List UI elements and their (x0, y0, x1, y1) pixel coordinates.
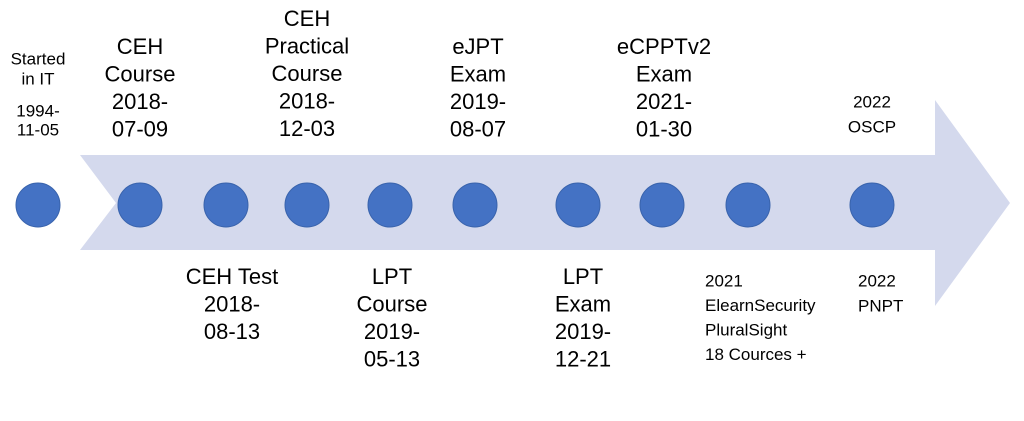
milestone-label: eJPT (452, 34, 503, 59)
milestone-label: Exam (636, 61, 692, 86)
timeline-dot (849, 182, 895, 228)
milestone-label: CEH Test (186, 264, 279, 289)
milestone-label: 05-13 (364, 346, 420, 371)
milestone-label: 07-09 (112, 116, 168, 141)
milestone-date: 11-05 (17, 120, 59, 139)
milestone-label: 2018- (112, 89, 168, 114)
milestone-label: 2019- (364, 319, 420, 344)
milestone-label: CEH (284, 6, 330, 31)
milestone-label: Practical (265, 33, 349, 58)
timeline-dot (367, 182, 413, 228)
timeline-dot (452, 182, 498, 228)
timeline-dot (203, 182, 249, 228)
milestone-label: Exam (555, 291, 611, 316)
timeline-arrow (80, 100, 1010, 306)
timeline-dot (555, 182, 601, 228)
timeline-dot (725, 182, 771, 228)
milestone-label: Started (11, 49, 66, 68)
milestone-label: CEH (117, 34, 163, 59)
milestone-label: 2018- (279, 88, 335, 113)
milestone-label: PNPT (858, 296, 903, 315)
milestone-label: 2019- (450, 89, 506, 114)
milestone-label: Course (272, 61, 343, 86)
milestone-label: eCPPTv2 (617, 34, 711, 59)
milestone-label: 2018- (204, 291, 260, 316)
milestone-label: Course (357, 291, 428, 316)
milestone-label: ElearnSecurity (705, 296, 816, 315)
milestone-label: 2022 (853, 92, 891, 111)
milestone-label: LPT (372, 264, 412, 289)
milestone-label: 2021 (705, 271, 743, 290)
milestone-label: 08-07 (450, 116, 506, 141)
milestone-label: 08-13 (204, 319, 260, 344)
milestone-label: 01-30 (636, 116, 692, 141)
milestone-label: in IT (21, 69, 54, 88)
milestone-label: 2019- (555, 319, 611, 344)
dots (15, 182, 895, 228)
milestone-label: OSCP (848, 117, 896, 136)
milestone-label: 2022 (858, 271, 896, 290)
timeline-dot (284, 182, 330, 228)
milestone-label: 12-21 (555, 346, 611, 371)
timeline-dot (15, 182, 61, 228)
timeline-dot (639, 182, 685, 228)
milestone-label: 12-03 (279, 116, 335, 141)
milestone-label: 2021- (636, 89, 692, 114)
milestone-label: 18 Cources + (705, 345, 807, 364)
milestone-date: 1994- (16, 101, 59, 120)
milestone-label: Exam (450, 61, 506, 86)
milestone-label: Course (105, 61, 176, 86)
milestone-label: LPT (563, 264, 603, 289)
milestone-label: PluralSight (705, 320, 787, 339)
timeline-dot (117, 182, 163, 228)
